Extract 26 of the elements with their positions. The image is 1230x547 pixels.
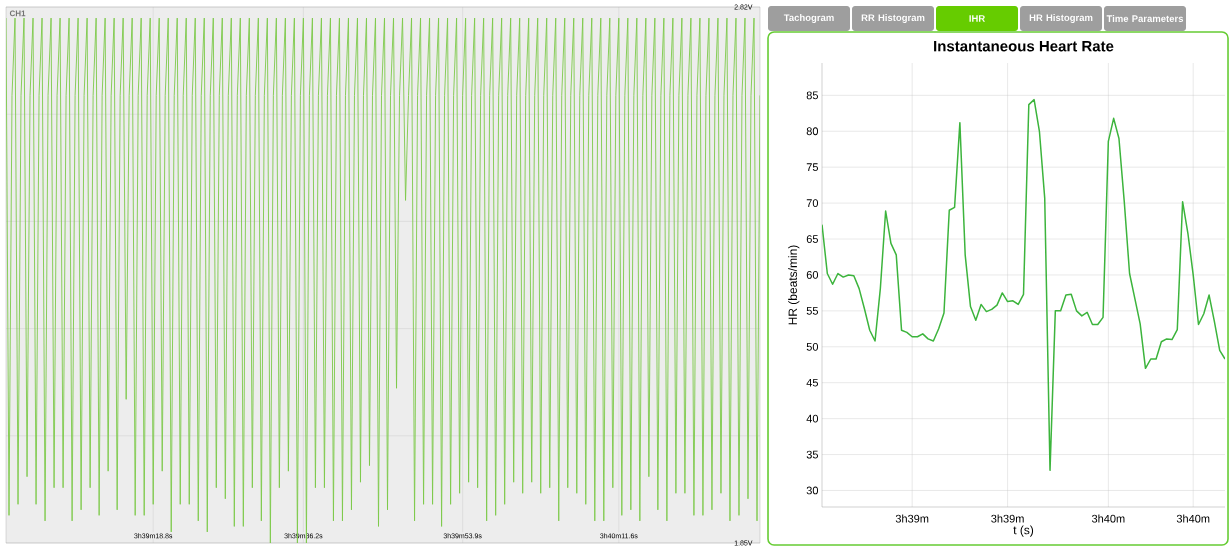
x-tick-label: 3h39m bbox=[991, 514, 1024, 523]
y-tick-label: 30 bbox=[806, 486, 819, 495]
line-series bbox=[822, 98, 1226, 472]
text: HR Histogram bbox=[1029, 14, 1093, 23]
y-tick-label: 55 bbox=[806, 307, 818, 315]
x-tick-label: 3h40m bbox=[1176, 514, 1210, 523]
y-tick-label: 60 bbox=[806, 271, 819, 279]
x-axis-title: t (s) bbox=[1013, 525, 1034, 537]
y-tick-label: 85 bbox=[806, 91, 818, 100]
y-axis-title: HR (beats/min) bbox=[788, 245, 800, 325]
y-tick-label: 70 bbox=[806, 199, 819, 207]
y-tick-label: 65 bbox=[806, 235, 818, 243]
y-tick-label: 35 bbox=[806, 450, 818, 459]
y-tick-label: 50 bbox=[806, 342, 819, 351]
x-tick-label: 3h40m bbox=[1091, 514, 1125, 523]
y-tick-label: 45 bbox=[806, 378, 818, 387]
y-tick-label: 80 bbox=[806, 127, 819, 136]
series-label: CH1 bbox=[9, 10, 26, 17]
x-tick-label: 3h39m bbox=[895, 514, 929, 523]
y-tick-label: 75 bbox=[806, 163, 818, 172]
chart-title: Instantaneous Heart Rate bbox=[934, 41, 1114, 52]
text: Tachogram bbox=[783, 14, 834, 23]
text: IHR bbox=[969, 15, 985, 22]
y-tick-label: 40 bbox=[806, 414, 819, 423]
text: Time Parameters bbox=[1106, 15, 1184, 22]
text: RR Histogram bbox=[861, 14, 925, 23]
